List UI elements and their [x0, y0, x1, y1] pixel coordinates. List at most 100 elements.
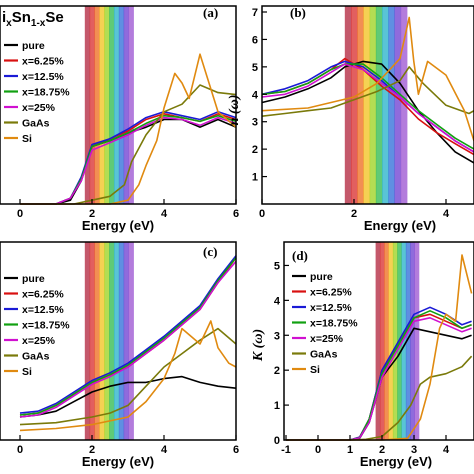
rainbow-stripe — [388, 6, 395, 204]
rainbow-stripe — [357, 6, 364, 204]
rainbow-stripe — [89, 6, 96, 204]
legend-a: pure x=6.25% x=12.5% x=18.75% x=25% GaAs Si — [4, 40, 70, 145]
rainbow-stripe — [94, 6, 100, 204]
rainbow-stripe — [99, 242, 105, 440]
rainbow-stripe — [375, 242, 381, 440]
x-tick-label: 0 — [17, 444, 23, 456]
x-axis-label-a: Energy (eV) — [82, 218, 154, 233]
rainbow-stripe — [388, 242, 394, 440]
legend-entry: Si — [310, 364, 320, 376]
rainbow-stripe — [369, 6, 377, 204]
title-base: i — [2, 9, 6, 26]
series-line-x-25- — [261, 63, 474, 153]
x-tick-label: 6 — [233, 444, 239, 456]
rainbow-stripe — [84, 242, 91, 440]
title-sub1: x — [6, 18, 12, 29]
y-tick-label: 1 — [252, 172, 258, 184]
rainbow-stripe — [128, 6, 134, 204]
rainbow-stripe — [382, 6, 389, 204]
ticks-b: 0 2 4 1 2 3 4 5 6 7 — [252, 7, 450, 220]
rainbow-stripe — [123, 6, 130, 204]
rainbow-stripe — [384, 242, 390, 440]
panel-label-c: (c) — [203, 244, 217, 259]
y-tick-label: 4 — [274, 295, 281, 307]
figure-title: ixSn1-xSe — [2, 9, 64, 29]
title-end: Se — [45, 9, 63, 26]
rainbow-stripe — [109, 6, 115, 204]
series-line-gaas — [261, 66, 474, 117]
series-lines-c — [19, 255, 237, 432]
legend-entry: x=18.75% — [22, 320, 70, 332]
rainbow-band-a — [84, 6, 134, 204]
legend-entry: x=25% — [22, 102, 56, 114]
panel-a: 0 2 4 6 (a) Energy (eV) pure x=6.25% x=12.5% x… — [0, 5, 239, 233]
panel-label-b: (b) — [290, 5, 306, 20]
legend-entry: x=6.25% — [22, 56, 64, 68]
rainbow-stripe — [128, 242, 134, 440]
rainbow-stripe — [414, 242, 420, 440]
series-line-pure — [19, 375, 237, 418]
rainbow-stripe — [104, 6, 110, 204]
rainbow-stripe — [123, 242, 130, 440]
panel-label-d: (d) — [292, 248, 308, 263]
y-axis-label-b: n (ω) — [227, 95, 242, 126]
y-tick-label: 2 — [274, 365, 280, 377]
panel-c: 0 2 4 6 (c) Energy (eV) pure x=6.25% x=12.5% x… — [0, 241, 239, 469]
x-tick-label: 2 — [379, 444, 385, 456]
legend-entry: pure — [22, 273, 45, 285]
legend-entry: x=25% — [310, 333, 344, 345]
x-tick-label: 4 — [443, 444, 450, 456]
x-tick-label: 2 — [89, 208, 95, 220]
legend-entry: x=6.25% — [310, 287, 352, 299]
legend-entry: x=18.75% — [22, 87, 70, 99]
series-line-x-25- — [20, 116, 237, 205]
legend-entry: x=12.5% — [22, 304, 64, 316]
series-line-x-18-75- — [261, 63, 474, 150]
y-tick-label: 4 — [252, 89, 259, 101]
x-tick-label: 1 — [347, 444, 353, 456]
x-tick-label: -1 — [281, 444, 291, 456]
x-tick-label: 4 — [443, 208, 450, 220]
x-axis-label-c: Energy (eV) — [82, 454, 154, 469]
legend-entry: Si — [22, 366, 32, 378]
series-line-pure — [261, 60, 474, 164]
rainbow-stripe — [405, 242, 411, 440]
series-line-si — [20, 53, 237, 205]
rainbow-stripe — [394, 6, 402, 204]
series-lines-b — [261, 16, 474, 164]
series-line-si — [286, 254, 473, 441]
series-line-gaas — [19, 327, 237, 426]
legend-entry: x=18.75% — [310, 318, 358, 330]
axes-frame-c — [0, 241, 237, 441]
rainbow-stripe — [113, 242, 120, 440]
rainbow-stripe — [113, 6, 120, 204]
y-axis-label-d: K (ω) — [251, 329, 266, 362]
y-tick-label: 0 — [274, 435, 280, 447]
x-tick-label: 4 — [161, 444, 168, 456]
rainbow-stripe — [104, 242, 110, 440]
rainbow-stripe — [392, 242, 398, 440]
x-tick-label: 4 — [161, 208, 168, 220]
rainbow-stripe — [89, 242, 96, 440]
x-tick-label: 3 — [411, 444, 417, 456]
series-line-si — [261, 16, 474, 142]
title-mid: Sn — [12, 9, 31, 26]
legend-entry: GaAs — [22, 351, 50, 363]
rainbow-stripe — [363, 6, 371, 204]
legend-entry: GaAs — [22, 118, 50, 130]
legend-entry: x=12.5% — [310, 302, 352, 314]
rainbow-stripe — [94, 242, 100, 440]
y-tick-label: 5 — [252, 62, 258, 74]
rainbow-band-b — [344, 6, 408, 204]
y-tick-label: 7 — [252, 7, 258, 19]
ticks-c: 0 2 4 6 — [17, 435, 239, 456]
x-axis-label-b: Energy (eV) — [364, 218, 436, 233]
y-tick-label: 1 — [274, 400, 280, 412]
rainbow-band-d — [375, 242, 420, 440]
legend-entry: pure — [22, 40, 45, 52]
x-tick-label: 6 — [233, 208, 239, 220]
legend-c: pure x=6.25% x=12.5% x=18.75% x=25% GaAs Si — [4, 273, 70, 378]
x-axis-label-d: Energy (eV) — [360, 454, 432, 469]
rainbow-stripe — [118, 6, 125, 204]
